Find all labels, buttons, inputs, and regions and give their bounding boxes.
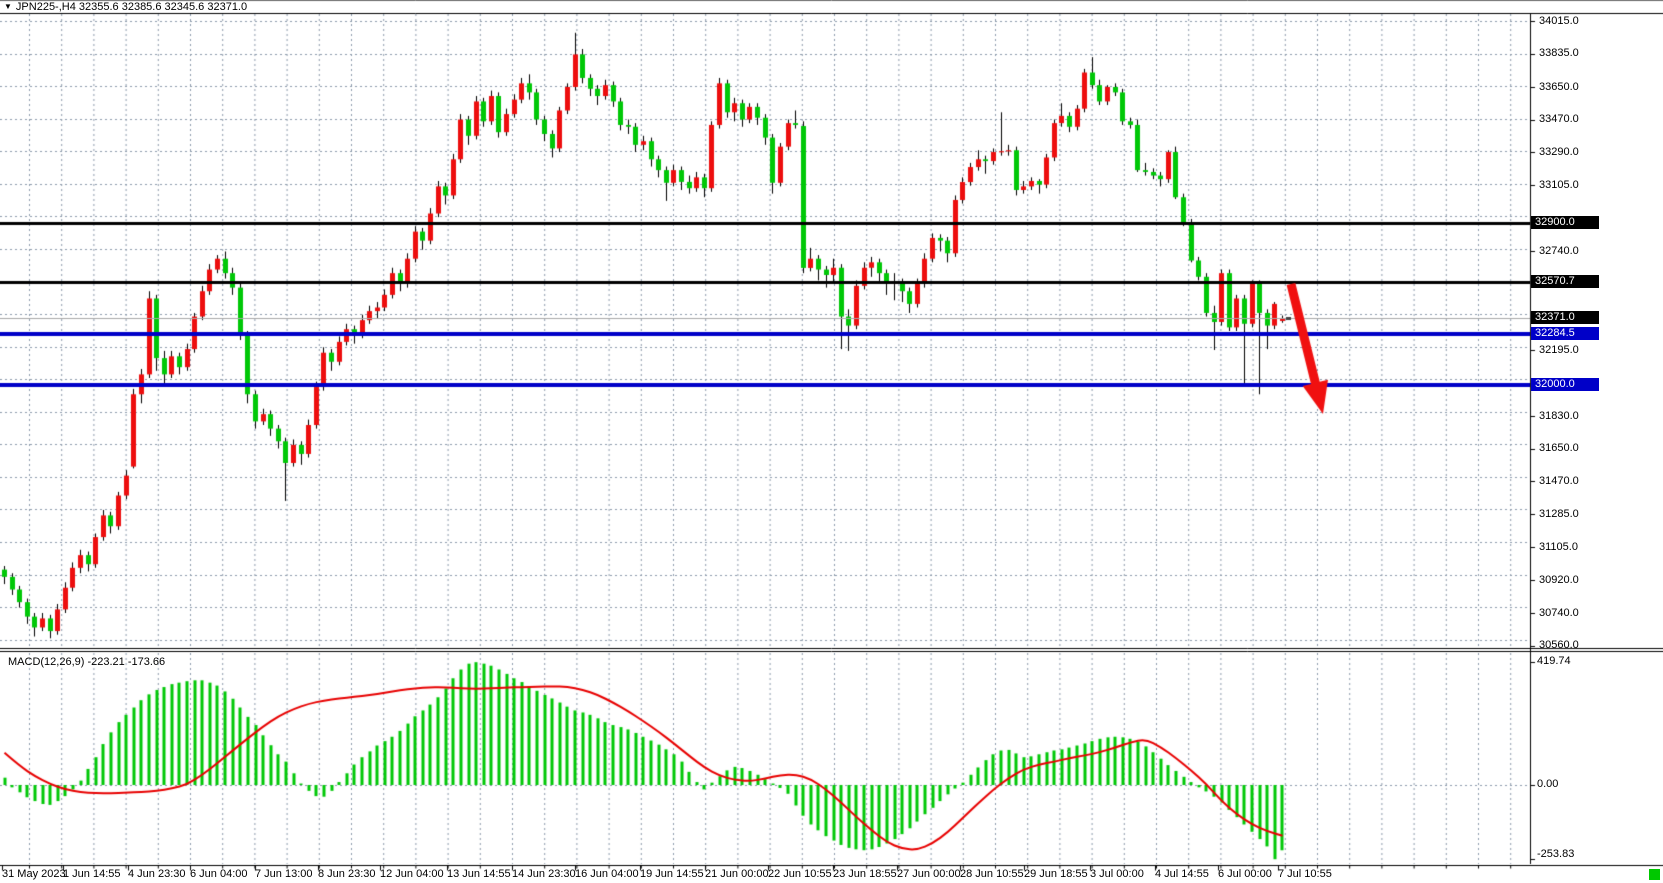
time-axis-label: 7 Jun 13:00 bbox=[255, 868, 313, 880]
symbol-ohlc-text: JPN225-,H4 32355.6 32385.6 32345.6 32371… bbox=[15, 1, 248, 13]
time-axis-label: 8 Jun 23:30 bbox=[318, 868, 376, 880]
price-line-badge: 32900.0 bbox=[1531, 216, 1599, 229]
time-axis-label: 29 Jun 18:55 bbox=[1024, 868, 1088, 880]
macd-axis-min: -253.83 bbox=[1537, 848, 1575, 860]
chart-header: ▼ JPN225-,H4 32355.6 32385.6 32345.6 3237… bbox=[4, 1, 247, 13]
time-axis-label: 4 Jul 14:55 bbox=[1155, 868, 1209, 880]
price-axis-tick: 32195.0 bbox=[1539, 344, 1579, 356]
price-axis-tick: 33290.0 bbox=[1539, 146, 1579, 158]
time-axis-label: 6 Jun 04:00 bbox=[190, 868, 248, 880]
price-axis-tick: 31285.0 bbox=[1539, 508, 1579, 520]
price-axis-tick: 32740.0 bbox=[1539, 245, 1579, 257]
price-line-badge: 32000.0 bbox=[1531, 378, 1599, 391]
time-axis-label: 6 Jul 00:00 bbox=[1218, 868, 1272, 880]
macd-axis-max: 419.74 bbox=[1537, 655, 1571, 667]
price-axis-tick: 31105.0 bbox=[1539, 541, 1578, 553]
time-axis-label: 19 Jun 14:55 bbox=[640, 868, 704, 880]
time-axis-label: 7 Jul 10:55 bbox=[1278, 868, 1332, 880]
price-line-badge: 32570.7 bbox=[1531, 275, 1599, 288]
time-axis-label: 31 May 2023 bbox=[2, 868, 66, 880]
price-axis-tick: 30740.0 bbox=[1539, 607, 1579, 619]
time-axis-label: 4 Jun 23:30 bbox=[128, 868, 186, 880]
price-axis-tick: 34015.0 bbox=[1539, 15, 1579, 27]
time-axis-label: 27 Jun 00:00 bbox=[897, 868, 961, 880]
symbol-dropdown-icon[interactable]: ▼ bbox=[4, 2, 12, 11]
time-axis-label: 12 Jun 04:00 bbox=[380, 868, 444, 880]
time-axis-label: 1 Jun 14:55 bbox=[63, 868, 121, 880]
price-axis-tick: 33470.0 bbox=[1539, 113, 1579, 125]
time-axis-label: 3 Jul 00:00 bbox=[1090, 868, 1144, 880]
price-axis-tick: 33835.0 bbox=[1539, 47, 1579, 59]
time-axis-label: 22 Jun 10:55 bbox=[768, 868, 832, 880]
price-axis-tick: 33650.0 bbox=[1539, 81, 1579, 93]
current-price-badge: 32371.0 bbox=[1531, 311, 1599, 324]
price-axis-tick: 31470.0 bbox=[1539, 475, 1579, 487]
time-axis-label: 23 Jun 18:55 bbox=[833, 868, 897, 880]
price-line-badge: 32284.5 bbox=[1531, 327, 1599, 340]
price-axis-tick: 30560.0 bbox=[1539, 639, 1579, 651]
time-axis-label: 13 Jun 14:55 bbox=[447, 868, 511, 880]
time-axis-label: 16 Jun 04:00 bbox=[575, 868, 639, 880]
price-axis-tick: 31650.0 bbox=[1539, 442, 1579, 454]
indicator-label: MACD(12,26,9) -223.21 -173.66 bbox=[8, 656, 166, 668]
price-axis-tick: 31830.0 bbox=[1539, 410, 1579, 422]
time-axis-label: 28 Jun 10:55 bbox=[960, 868, 1024, 880]
price-axis-tick: 30920.0 bbox=[1539, 574, 1579, 586]
status-indicator-square bbox=[1649, 869, 1660, 880]
time-axis-label: 14 Jun 23:30 bbox=[512, 868, 576, 880]
time-axis-label: 21 Jun 00:00 bbox=[705, 868, 769, 880]
price-axis-tick: 33105.0 bbox=[1539, 179, 1579, 191]
macd-axis-zero: 0.00 bbox=[1537, 778, 1559, 790]
